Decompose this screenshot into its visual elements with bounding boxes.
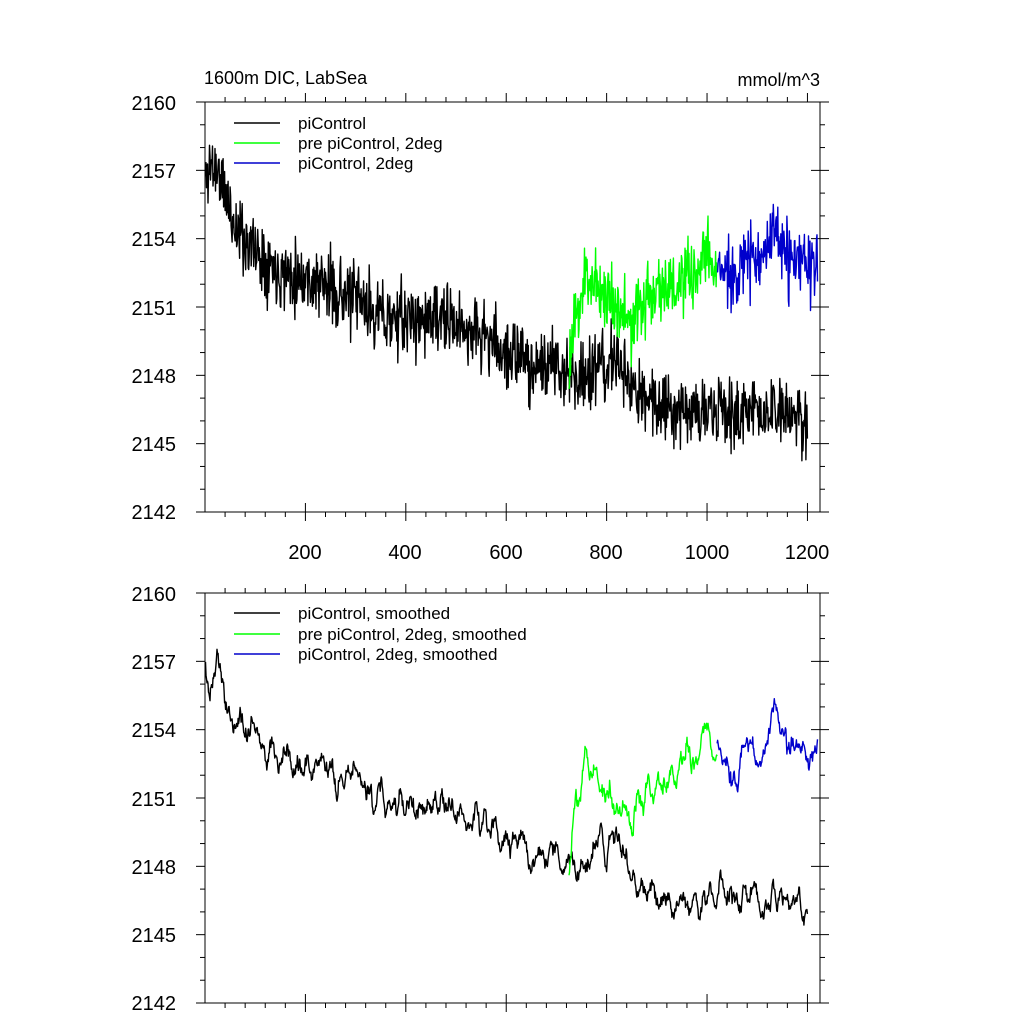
- panel-1-xtick-label: 200: [288, 542, 321, 564]
- panel-1-ytick-label: 2154: [132, 229, 177, 251]
- panel-2-series-lines: [204, 648, 819, 926]
- panel-1-xtick-label: 800: [589, 542, 622, 564]
- legend-label-picontrol-smoothed: piControl, smoothed: [298, 604, 450, 623]
- panel-1-ytick-label: 2151: [132, 298, 177, 320]
- panel-2-series-picontrol-2deg-smoothed: [716, 698, 819, 793]
- legend-label-pre-picontrol-2deg: pre piControl, 2deg: [298, 134, 443, 153]
- panel-2-ytick-label: 2142: [132, 993, 177, 1015]
- panel-2-ticks: [196, 584, 829, 1012]
- legend-label-picontrol-2deg: piControl, 2deg: [298, 154, 413, 173]
- panel-2-ytick-labels: 2160 2157 2154 2151 2148 2145 2142: [132, 584, 177, 1015]
- panel-2-ytick-label: 2145: [132, 925, 177, 947]
- panel-1-ticks: [196, 93, 829, 521]
- panel-2-ytick-label: 2148: [132, 857, 177, 879]
- panel-2-ytick-label: 2160: [132, 584, 177, 606]
- panel-2-ytick-label: 2154: [132, 720, 177, 742]
- panel-1-series-lines: [204, 144, 819, 462]
- panel-1-xtick-label: 400: [388, 542, 421, 564]
- panel-1-xtick-label: 1000: [685, 542, 730, 564]
- panel-1-ytick-label: 2145: [132, 434, 177, 456]
- panel-1-plot-frame: [204, 101, 821, 513]
- panel-1-xtick-label: 600: [489, 542, 522, 564]
- panel-1-legend: piControl pre piControl, 2deg piControl,…: [234, 114, 443, 173]
- panel-1-series-picontrol: [204, 144, 809, 462]
- panel-1-ytick-label: 2142: [132, 502, 177, 524]
- panel-1-series-pre-picontrol-2deg: [568, 215, 718, 390]
- panel-2-ytick-label: 2151: [132, 789, 177, 811]
- panel-2: 2160 2157 2154 2151 2148 2145 2142 piCon…: [132, 584, 829, 1015]
- panel-2-plot-frame: [204, 592, 821, 1004]
- panel-1-ytick-label: 2148: [132, 366, 177, 388]
- panel-1-ytick-labels: 2160 2157 2154 2151 2148 2145 2142: [132, 93, 177, 524]
- panel-2-ytick-label: 2157: [132, 652, 177, 674]
- panel-1-xtick-label: 1200: [785, 542, 830, 564]
- panel-2-series-pre-picontrol-2deg-smoothed: [568, 722, 718, 876]
- panel-2-legend: piControl, smoothed pre piControl, 2deg,…: [234, 604, 527, 664]
- panel-1-ytick-label: 2160: [132, 93, 177, 115]
- legend-label-picontrol-2deg-smoothed: piControl, 2deg, smoothed: [298, 645, 497, 664]
- panel-1-xtick-labels: 200 400 600 800 1000 1200: [288, 542, 829, 564]
- panel-1: 1600m DIC, LabSea mmol/m^3 2160 2157 215…: [132, 68, 830, 564]
- panel-1-ytick-label: 2157: [132, 161, 177, 183]
- panel-1-title: 1600m DIC, LabSea: [204, 68, 368, 88]
- panel-1-series-picontrol-2deg: [716, 203, 819, 314]
- panel-1-units: mmol/m^3: [738, 70, 820, 90]
- panel-2-series-picontrol-smoothed: [204, 648, 809, 926]
- legend-label-pre-picontrol-2deg-smoothed: pre piControl, 2deg, smoothed: [298, 625, 527, 644]
- legend-label-picontrol: piControl: [298, 114, 366, 133]
